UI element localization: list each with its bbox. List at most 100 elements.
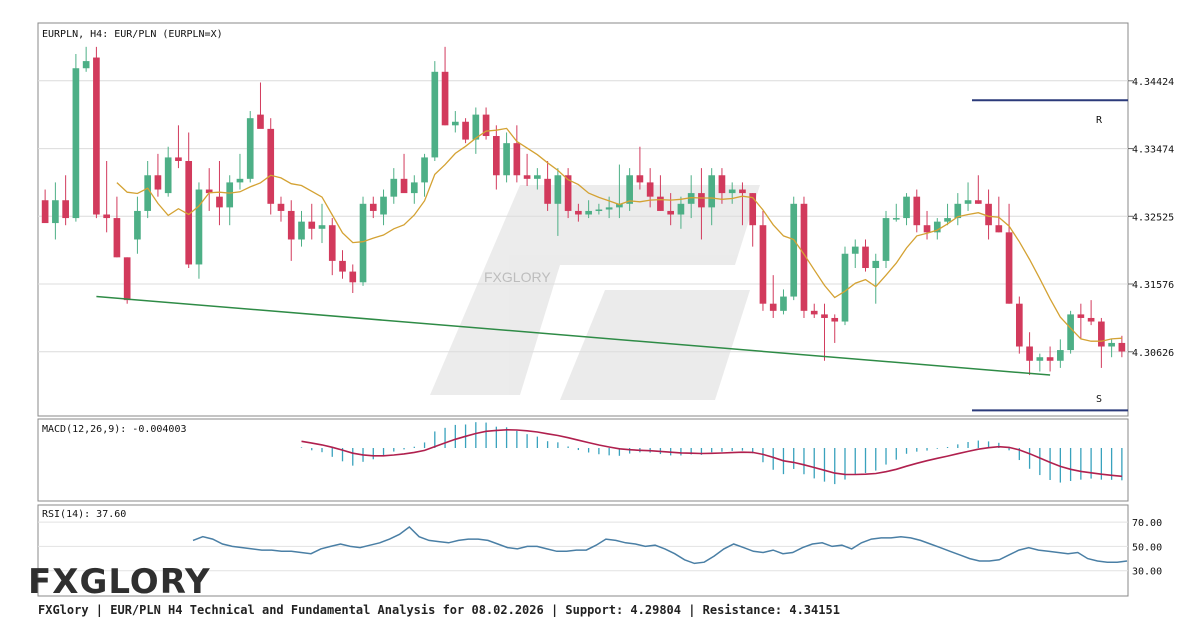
candle-body	[154, 175, 162, 190]
y-tick-label: 4.34424	[1132, 77, 1174, 88]
candle-body	[493, 136, 500, 176]
candle-body	[790, 203, 798, 297]
rsi-level-label: 50.00	[1132, 542, 1162, 553]
candle-body	[308, 221, 316, 229]
candle-body	[226, 182, 234, 208]
candle-body	[851, 246, 859, 254]
candle-body	[575, 210, 582, 215]
candle-body	[1067, 314, 1074, 351]
candle-body	[626, 175, 633, 204]
candle-body	[1005, 232, 1013, 304]
candle-body	[277, 203, 285, 211]
candle-body	[769, 303, 777, 311]
candle-body	[718, 175, 726, 194]
candle-body	[954, 203, 962, 219]
candle-body	[103, 214, 110, 219]
candle-body	[1036, 357, 1044, 361]
candle-body	[585, 210, 592, 215]
candle-body	[339, 260, 346, 272]
y-tick-label: 4.31576	[1132, 280, 1174, 291]
candle-body	[728, 189, 736, 194]
candle-body	[328, 225, 336, 261]
candle-body	[113, 218, 121, 258]
symbol-label: EURPLN, H4: EUR/PLN (EURPLN=X)	[42, 29, 223, 40]
candle-body	[862, 246, 869, 269]
candle-body	[1098, 321, 1105, 347]
candle-body	[93, 57, 100, 215]
candle-body	[944, 218, 951, 222]
rsi-panel	[37, 504, 1129, 597]
candle-body	[892, 218, 900, 220]
candle-body	[923, 225, 931, 233]
candle-body	[205, 189, 213, 194]
rsi-levels: 70.00 50.00 30.00	[38, 518, 1162, 578]
candle-body	[544, 178, 551, 204]
candle-body	[1118, 342, 1126, 352]
candle-body	[72, 68, 80, 219]
candle-body	[52, 200, 59, 224]
rsi-label: RSI(14): 37.60	[42, 509, 126, 520]
price-axis: 4.34424 4.33474 4.32525 4.31576 4.30626	[1128, 77, 1174, 359]
candle-body	[595, 209, 603, 212]
candle-body	[390, 178, 398, 197]
candle-body	[380, 196, 387, 215]
candle-body	[616, 203, 623, 208]
candle-body	[298, 221, 305, 240]
rsi-line	[192, 526, 1128, 565]
candle-body	[123, 257, 131, 301]
candle-body	[1015, 303, 1023, 347]
macd-signal-line	[301, 428, 1122, 478]
candle-body	[964, 200, 972, 204]
candle-body	[708, 175, 716, 208]
candle-body	[359, 203, 367, 283]
candle-body	[646, 182, 654, 197]
candle-body	[523, 175, 531, 179]
candle-body	[216, 196, 223, 208]
candle-body	[605, 207, 613, 210]
candle-body	[1108, 342, 1115, 347]
candle-body	[759, 225, 767, 304]
candle-body	[175, 157, 182, 161]
candle-body	[1077, 314, 1085, 318]
candle-body	[872, 260, 880, 269]
candle-body	[698, 193, 705, 208]
candle-body	[687, 193, 695, 204]
candle-body	[185, 160, 193, 265]
candle-body	[1046, 357, 1054, 361]
candle-body	[400, 178, 408, 194]
candle-body	[821, 314, 828, 318]
candle-body	[1057, 350, 1064, 361]
candle-body	[749, 193, 757, 226]
candle-body	[677, 203, 685, 215]
candle-body	[134, 210, 141, 240]
candle-body	[933, 221, 941, 233]
resistance-label: R	[1096, 115, 1103, 126]
levels	[96, 99, 1128, 412]
candle-body	[667, 210, 674, 215]
watermark-text: FXGLORY	[484, 269, 551, 285]
candle-body	[472, 114, 480, 140]
rsi-level-label: 30.00	[1132, 567, 1162, 578]
support-trendline	[96, 295, 1051, 376]
candle-body	[410, 182, 418, 194]
candle-body	[636, 175, 644, 183]
y-tick-label: 4.33474	[1132, 145, 1174, 156]
candle-body	[369, 203, 377, 211]
candle-body	[534, 175, 541, 179]
fxglory-watermark	[430, 185, 760, 400]
candle-body	[913, 196, 921, 226]
candle-body	[554, 175, 562, 204]
candle-body	[441, 71, 449, 126]
moving-average-line	[116, 127, 1122, 342]
candle-body	[482, 114, 490, 137]
candle-body	[421, 157, 428, 183]
candle-body	[974, 200, 982, 204]
candle-body	[349, 271, 357, 283]
candle-body	[841, 253, 849, 322]
candle-body	[513, 143, 521, 176]
candle-body	[564, 175, 572, 211]
candle-body	[82, 61, 90, 69]
candle-body	[144, 175, 152, 211]
candle-body	[462, 121, 469, 140]
candle-body	[1026, 346, 1033, 361]
